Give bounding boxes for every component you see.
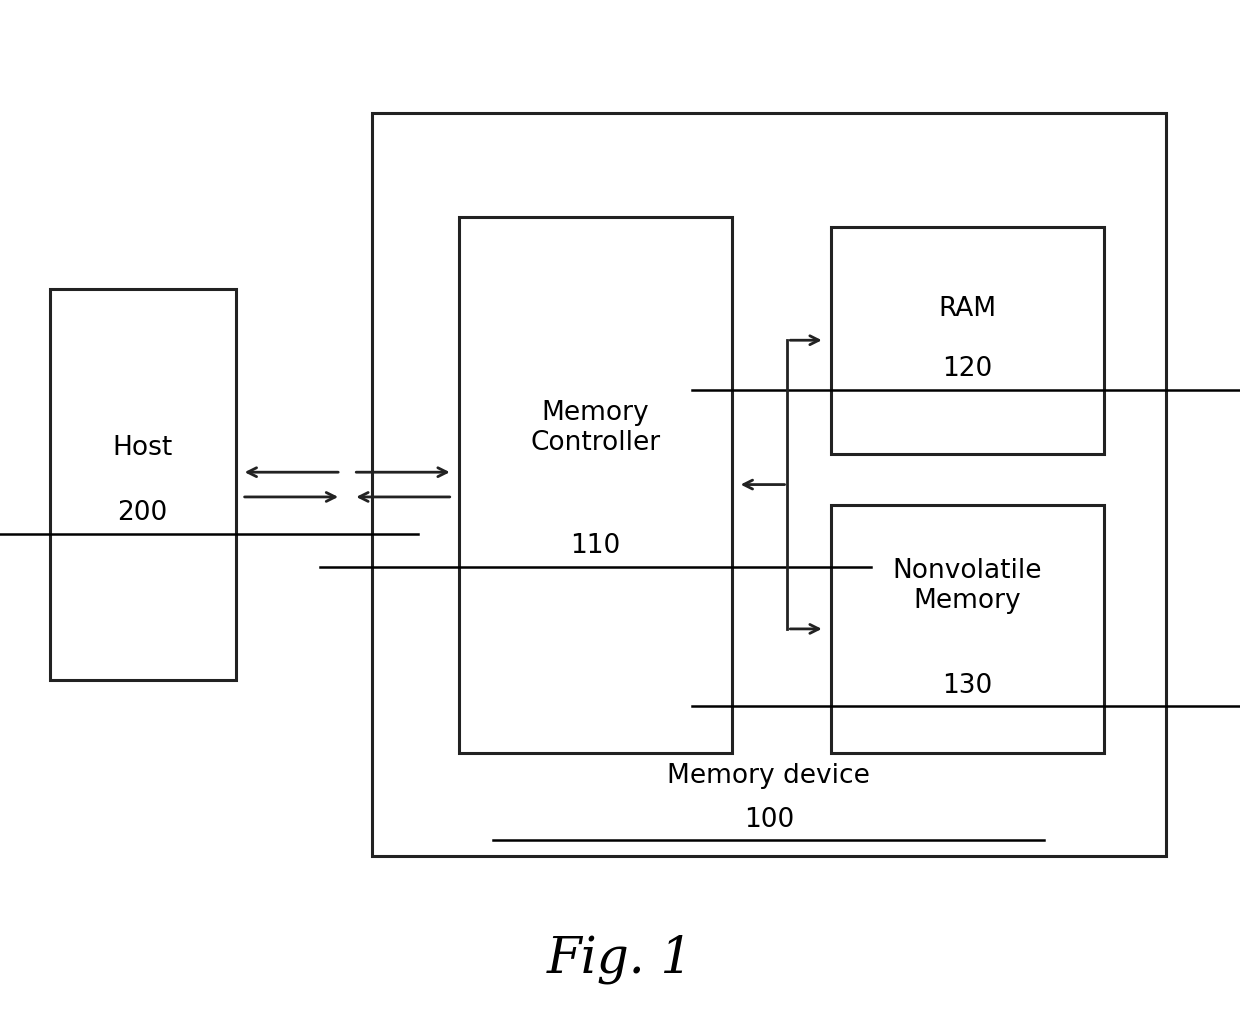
Text: 100: 100 [744, 806, 794, 833]
Text: Fig. 1: Fig. 1 [547, 934, 693, 984]
Bar [50, 289, 236, 680]
Text: 200: 200 [118, 500, 167, 527]
Text: 110: 110 [570, 533, 620, 560]
Bar [372, 113, 1166, 856]
Text: 130: 130 [942, 672, 992, 699]
Text: RAM: RAM [939, 296, 996, 323]
Text: Memory
Controller: Memory Controller [531, 400, 660, 456]
Text: Memory device: Memory device [667, 763, 870, 790]
Text: Nonvolatile
Memory: Nonvolatile Memory [893, 558, 1042, 613]
Bar [831, 505, 1104, 753]
Bar [459, 217, 732, 753]
Text: Host: Host [113, 435, 172, 462]
Text: 120: 120 [942, 356, 992, 383]
Bar [831, 227, 1104, 454]
